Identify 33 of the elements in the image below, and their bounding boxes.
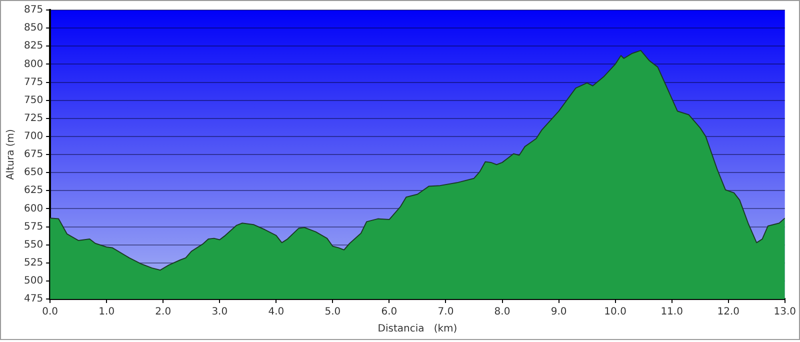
x-tick-label: 7.0 [438,306,454,318]
x-tick-label: 10.0 [604,306,626,318]
y-tick-label: 500 [24,276,44,287]
x-tick-label: 9.0 [550,306,567,318]
y-tick-label: 825 [24,40,44,52]
y-tick-label: 475 [24,294,44,305]
x-tick-label: 12.0 [717,306,740,318]
y-tick-label: 700 [24,131,44,142]
x-tick-label: 13.0 [774,306,796,318]
x-tick-label: 3.0 [212,306,228,318]
y-tick-label: 575 [24,221,44,232]
x-axis-title: Distancia (km) [378,324,458,335]
x-tick-label: 1.0 [98,306,115,318]
y-tick-label: 600 [24,203,44,214]
y-tick-label: 725 [24,112,44,124]
y-tick-label: 550 [24,239,44,250]
y-axis-title: Altura (m) [6,128,17,180]
x-tick-label: 6.0 [381,306,398,318]
y-tick-label: 775 [24,76,44,88]
y-tick-label: 675 [24,149,44,160]
y-tick-label: 750 [24,94,44,106]
y-tick-label: 525 [24,257,44,268]
y-tick-label: 625 [24,185,44,196]
y-tick-label: 875 [24,4,44,16]
y-tick-label: 800 [24,58,44,70]
x-tick-label: 4.0 [268,306,284,318]
y-tick-label: 650 [24,167,44,178]
x-tick-label: 5.0 [324,306,341,318]
y-tick-label: 850 [24,22,44,34]
x-tick-label: 2.0 [155,306,172,318]
x-tick-label: 0.0 [42,306,58,318]
x-tick-label: 11.0 [660,306,683,318]
x-tick-label: 8.0 [494,306,510,318]
